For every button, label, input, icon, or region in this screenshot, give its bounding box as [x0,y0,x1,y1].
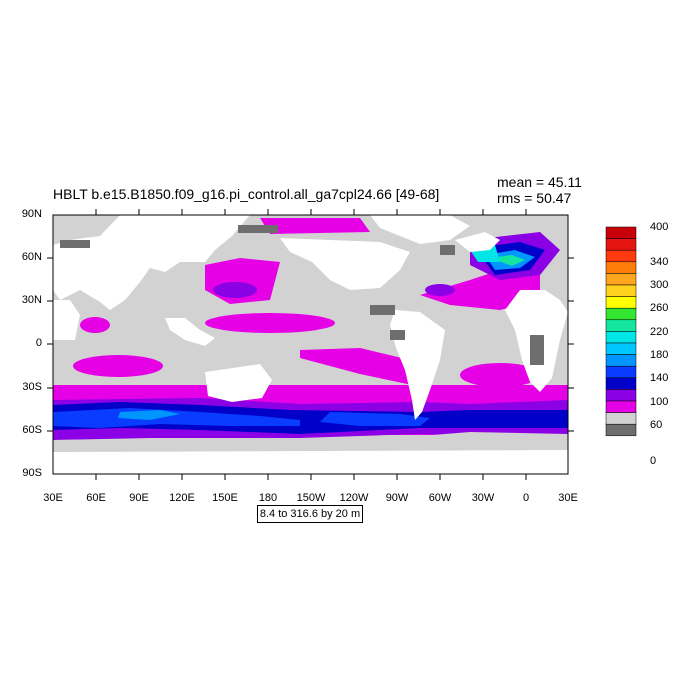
colorbar-swatch [605,238,637,251]
rms-stat: rms = 50.47 [497,190,572,206]
colorbar-label: 60 [650,419,663,431]
southern-ocean-blue [53,402,568,434]
mean-stat: mean = 45.11 [497,174,582,190]
colorbar-swatch [605,331,637,344]
tick-marks [47,209,574,480]
lon-label: 90E [129,492,149,504]
colorbar-label: 220 [650,326,669,338]
colorbar-swatch [605,226,637,239]
lat-label: 60N [21,251,42,263]
north-america-landmass [280,238,410,290]
colorbar-swatch [605,249,637,263]
lon-label: 30E [558,492,578,504]
greenland-landmass [455,232,500,252]
contour-info-box: 8.4 to 316.6 by 20 m [257,505,363,523]
colorbar-swatch [605,389,637,402]
maritime-continent-landmass [165,318,215,346]
pacific-tropical-patch [205,313,335,333]
colorbar-swatch [605,261,637,274]
lat-label: 90N [21,208,42,220]
colorbar-label: 400 [650,221,669,233]
arctic-islands-landmass [370,215,470,244]
australia-landmass [205,364,272,402]
southern-ocean-light-blue [118,410,180,420]
colorbar-swatch [605,412,637,425]
southern-ocean-mid-blue [53,408,300,428]
arctic-patch [260,218,370,234]
colorbar-label: 100 [650,396,669,408]
lat-label: 90S [22,467,42,479]
lon-label: 30E [43,492,63,504]
colorbar [605,226,637,437]
colorbar-swatch [605,365,637,379]
colorbar-label: 140 [650,372,669,384]
colorbar-swatch [605,273,637,286]
eurasia-landmass [53,215,250,310]
indian-ocean-patch [73,355,163,377]
lat-label: 30N [21,294,42,306]
lat-label: 0 [35,337,42,349]
south-pacific-patch [300,348,412,385]
lat-label: 60S [22,424,42,436]
colorbar-swatch [605,284,637,297]
colorbar-swatch [605,354,637,367]
lon-label: 0 [522,492,530,504]
lon-label: 90W [385,492,409,504]
plot-title: HBLT b.e15.B1850.f09_g16.pi_control.all_… [53,186,440,202]
lon-label: 150W [296,492,326,504]
colorbar-swatch [605,423,637,437]
colorbar-swatch [605,342,637,355]
south-atlantic-patch [460,363,540,387]
lon-label: 120E [169,492,195,504]
colorbar-swatch [605,377,637,390]
colorbar-label: 0 [650,455,657,467]
colorbar-label: 340 [650,256,669,268]
colorbar-label: 260 [650,302,669,314]
colorbar-label: 180 [650,349,669,361]
lon-label: 180 [258,492,278,504]
antarctica-landmass [53,450,568,474]
lon-label: 30W [471,492,495,504]
lon-label: 60W [428,492,452,504]
map-area [53,215,568,474]
lat-label: 30S [22,381,42,393]
colorbar-swatch [605,296,637,309]
lon-label: 60E [86,492,106,504]
lon-label: 120W [339,492,369,504]
colorbar-swatch [605,400,637,413]
colorbar-swatch [605,307,637,321]
lon-label: 150E [212,492,238,504]
colorbar-swatch [605,319,637,332]
colorbar-label: 300 [650,279,669,291]
